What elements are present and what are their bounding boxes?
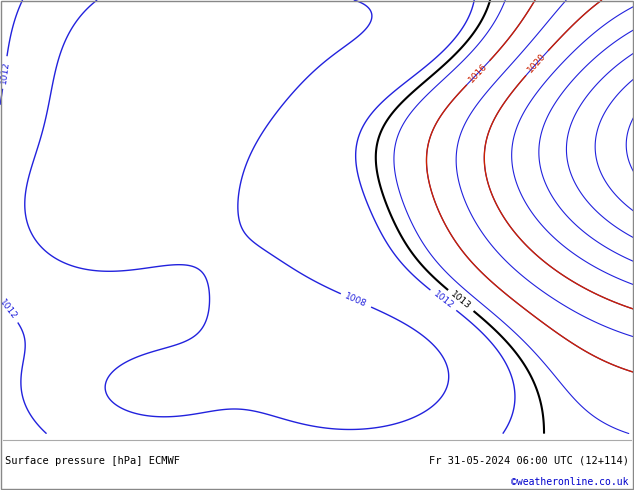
Text: 1013: 1013 xyxy=(449,290,472,311)
Text: 1008: 1008 xyxy=(344,292,368,309)
Text: Surface pressure [hPa] ECMWF: Surface pressure [hPa] ECMWF xyxy=(5,456,180,466)
Text: 1016: 1016 xyxy=(467,61,489,84)
Text: 1012: 1012 xyxy=(0,61,11,84)
Text: 1012: 1012 xyxy=(0,297,18,321)
Text: 1020: 1020 xyxy=(526,51,548,74)
Text: ©weatheronline.co.uk: ©weatheronline.co.uk xyxy=(512,477,629,487)
Text: 1012: 1012 xyxy=(432,290,455,311)
Text: Fr 31-05-2024 06:00 UTC (12+114): Fr 31-05-2024 06:00 UTC (12+114) xyxy=(429,456,629,466)
